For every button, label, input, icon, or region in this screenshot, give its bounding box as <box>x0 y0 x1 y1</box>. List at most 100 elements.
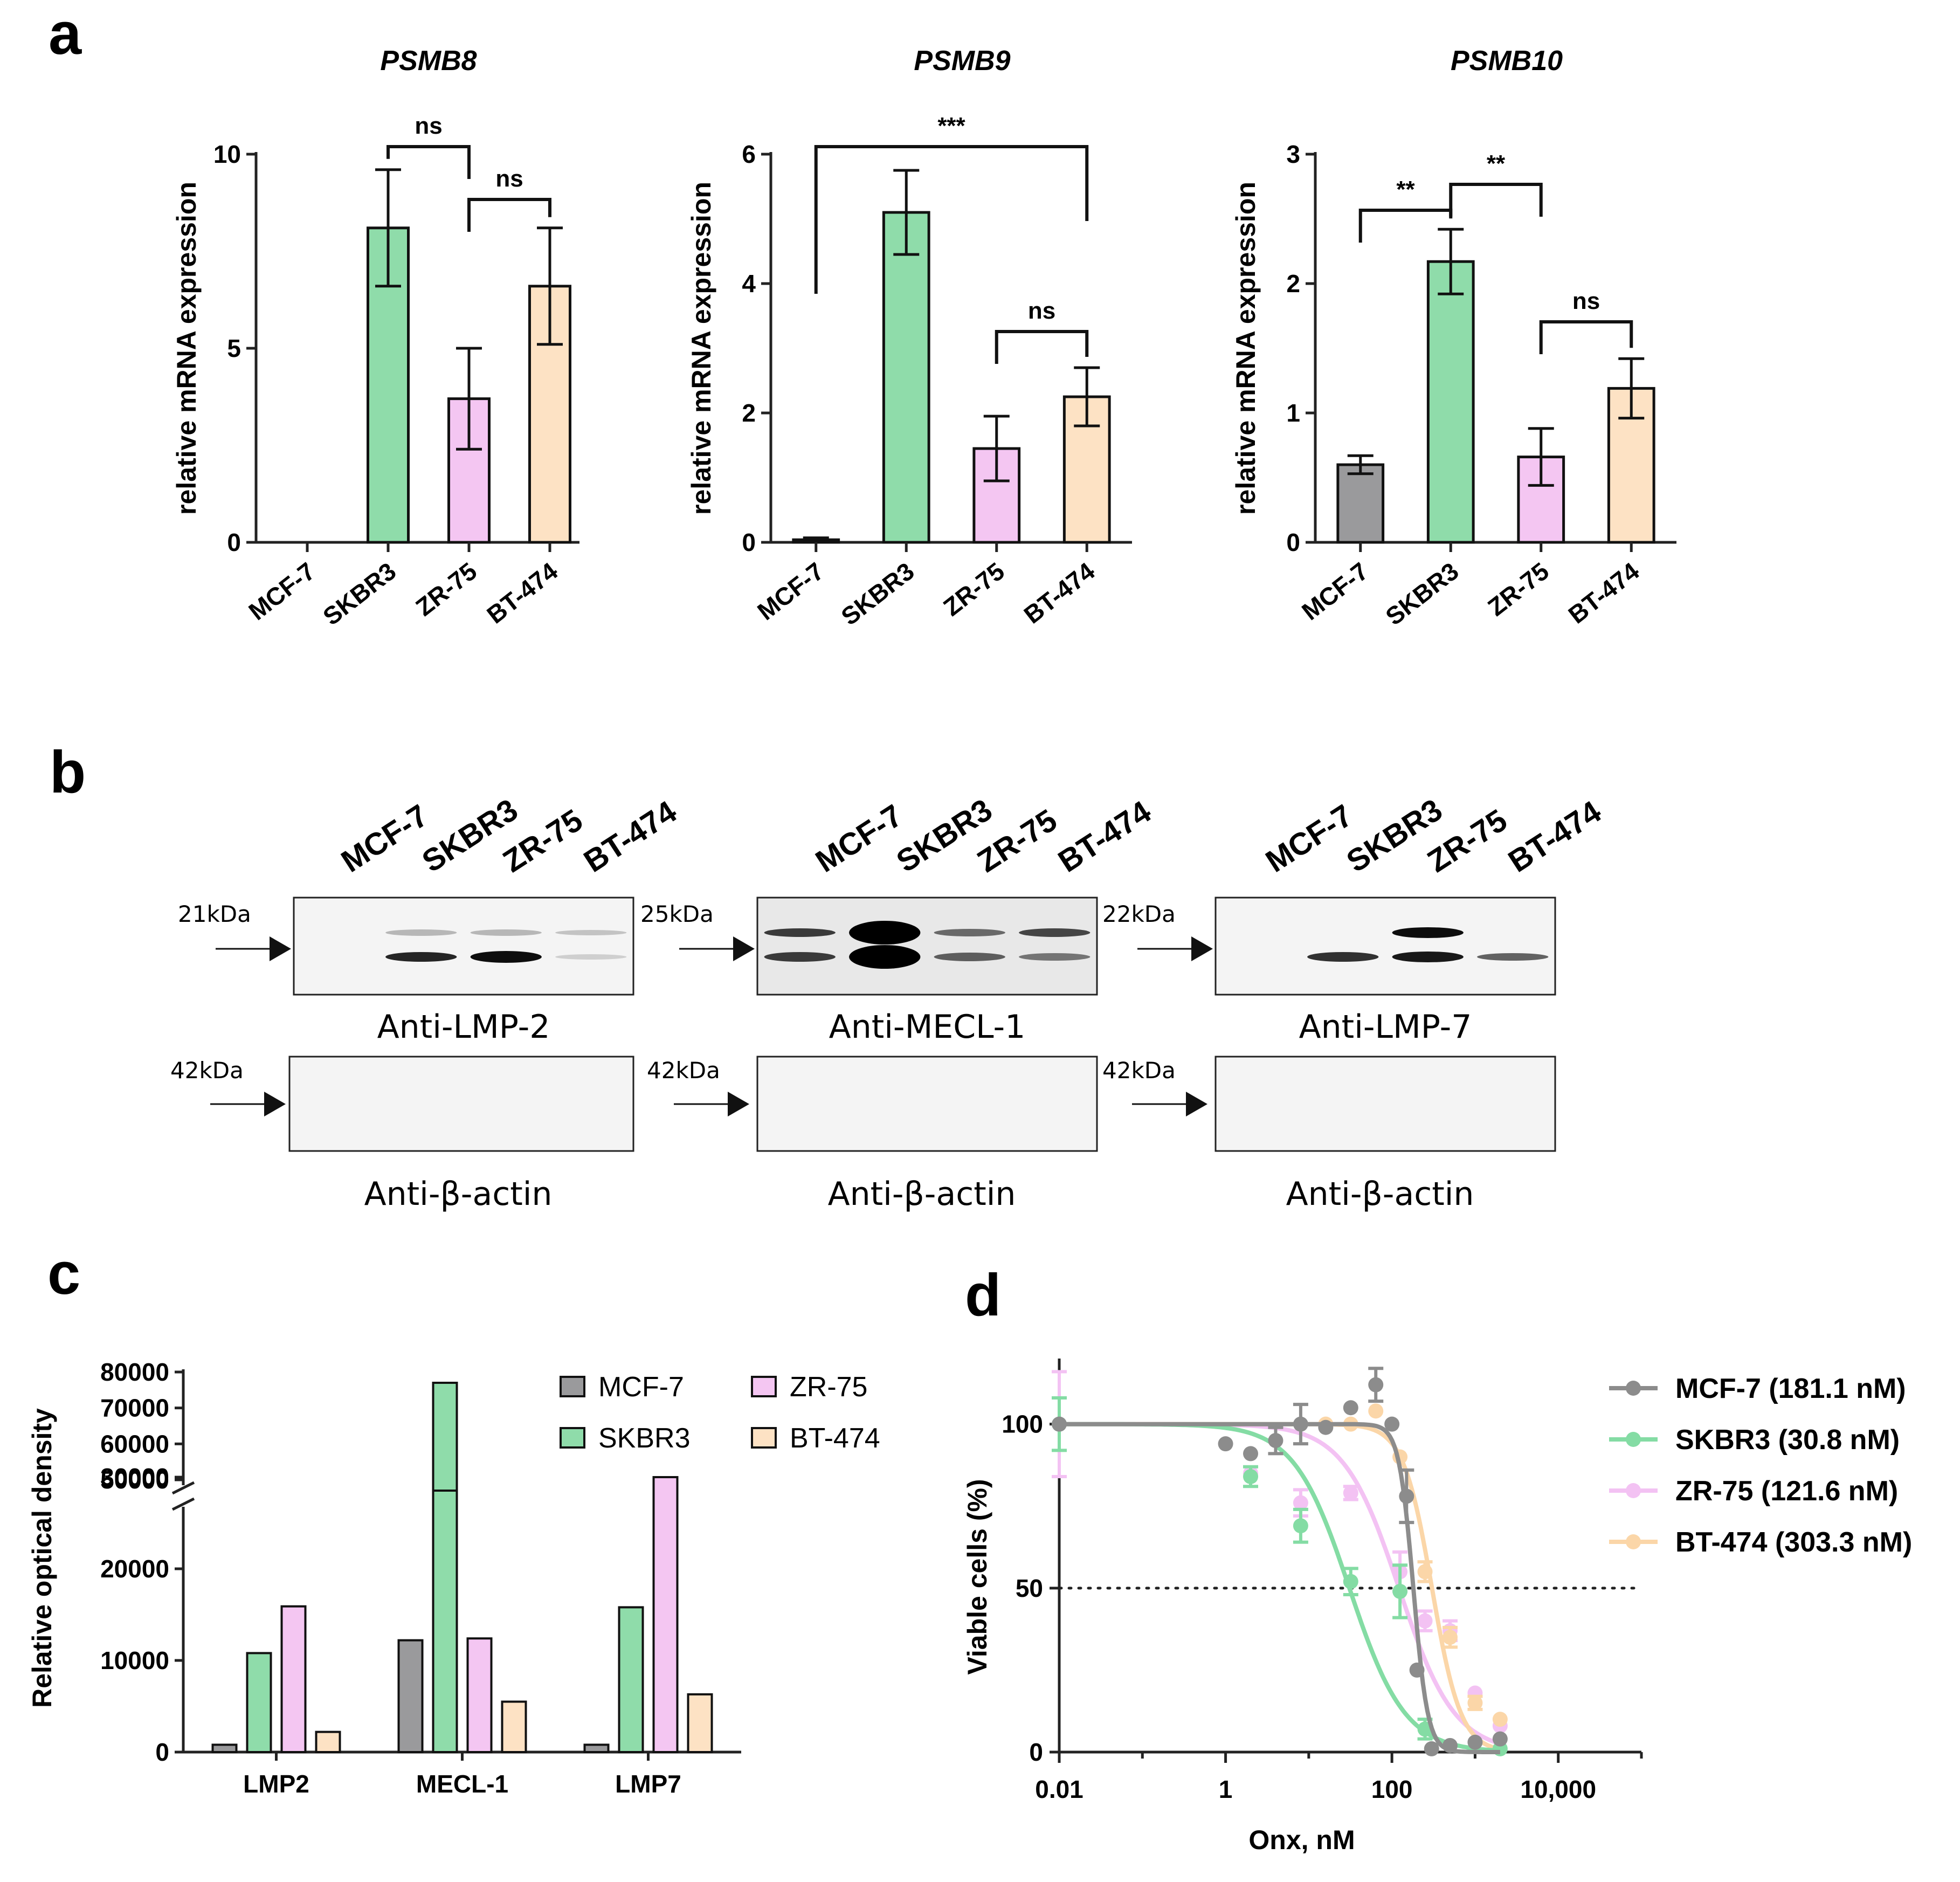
molecular-weight-label: 21kDa <box>178 901 251 927</box>
arrow-head <box>1191 936 1213 961</box>
data-point <box>1318 1419 1334 1435</box>
y-tick-label: 10 <box>213 140 241 168</box>
significance-bracket <box>387 145 471 179</box>
bar-bt-474 <box>687 1693 713 1753</box>
bar-skbr3-upper <box>432 1382 458 1492</box>
y-tick-label: 70000 <box>100 1394 169 1422</box>
y-tick-label: 0 <box>1286 528 1300 556</box>
data-point <box>1218 1436 1233 1452</box>
significance-bracket <box>995 330 1089 364</box>
panel-d-letter: d <box>965 1262 1001 1328</box>
x-tick-label: 1 <box>1219 1775 1233 1803</box>
y-tick-label: 80000 <box>100 1358 169 1386</box>
protein-band <box>764 952 836 962</box>
protein-band <box>934 953 1005 961</box>
series-mcf-7 <box>1052 1367 1508 1756</box>
y-tick-label: 50000 <box>100 1466 169 1494</box>
legend-marker <box>1626 1483 1641 1498</box>
data-point <box>1417 1613 1433 1629</box>
legend-swatch <box>751 1376 777 1397</box>
legend-label: MCF-7 (181.1 nM) <box>1675 1373 1906 1404</box>
significance-label: ns <box>1572 288 1600 314</box>
protein-band <box>385 929 457 936</box>
legend-marker <box>1626 1534 1641 1549</box>
blot-membrane-actin <box>288 1056 634 1152</box>
y-tick-label: 4 <box>742 270 756 298</box>
y-tick-label: 50 <box>1016 1574 1043 1602</box>
data-point <box>1293 1416 1308 1432</box>
bar-chart-psmb9: PSMB9 relative mRNA expression 0 2 4 6 MCF-7 SK… <box>686 45 1132 631</box>
legend-label: BT-474 <box>790 1423 880 1454</box>
bar-bt-474 <box>315 1731 341 1754</box>
data-point <box>1392 1583 1408 1599</box>
chart-title: PSMB10 <box>1451 45 1563 77</box>
data-point <box>1467 1734 1483 1750</box>
y-tick-label: 1 <box>1286 399 1300 427</box>
x-tick-label: MCF-7 <box>752 557 829 626</box>
significance-bracket <box>814 145 1089 294</box>
blot-membrane <box>756 897 1098 996</box>
arrow-head <box>264 1092 286 1116</box>
legend-label: MCF-7 <box>598 1371 684 1403</box>
data-point <box>1409 1662 1425 1678</box>
molecular-weight-label: 42kDa <box>1102 1057 1176 1084</box>
protein-band <box>1019 928 1091 937</box>
bar-skbr3 <box>1426 260 1475 544</box>
y-tick-label: 2 <box>1286 270 1300 298</box>
blot-membrane-actin <box>1214 1056 1556 1152</box>
legend-label: SKBR3 (30.8 nM) <box>1675 1424 1900 1456</box>
blot-antibody-label: Anti-β-actin <box>828 1175 1016 1213</box>
molecular-weight-label: 22kDa <box>1102 901 1176 927</box>
legend-label: ZR-75 (121.6 nM) <box>1675 1476 1898 1507</box>
protein-band <box>1477 953 1549 961</box>
data-point <box>1424 1741 1439 1756</box>
y-axis-label: relative mRNA expression <box>171 182 202 515</box>
data-point <box>1384 1416 1400 1432</box>
bar-mcf-7 <box>211 1743 238 1753</box>
x-tick-label: ZR-75 <box>1482 557 1554 622</box>
data-point <box>1442 1630 1458 1645</box>
lane-label: MCF-7 <box>335 798 434 879</box>
x-tick-label: SKBR3 <box>1381 557 1464 631</box>
fit-curve <box>1059 1422 1500 1754</box>
protein-band <box>764 928 836 937</box>
y-tick-label: 60000 <box>100 1430 169 1458</box>
bar-skbr3 <box>882 211 930 544</box>
x-tick-label: LMP2 <box>243 1770 309 1798</box>
data-point <box>1293 1518 1308 1534</box>
chart-title: PSMB8 <box>380 45 477 77</box>
axis-break-mark <box>171 1481 195 1495</box>
y-axis-label: Viable cells (%) <box>962 1479 992 1674</box>
x-tick-label: ZR-75 <box>410 557 482 622</box>
y-tick-label: 30000 <box>100 1463 169 1491</box>
significance-bracket <box>467 198 551 232</box>
bar-bt-474 <box>528 285 571 544</box>
y-tick-label: 0 <box>155 1738 169 1766</box>
western-blot-group-1: MCF-7SKBR3ZR-75BT-47421kDaAnti-LMP-242kD… <box>170 792 683 1213</box>
significance-bracket <box>1358 209 1453 243</box>
data-point <box>1343 1485 1358 1501</box>
x-tick-label: BT-474 <box>1019 557 1100 629</box>
legend-swatch <box>560 1376 585 1397</box>
panel-b-letter: b <box>50 739 86 805</box>
data-point <box>1492 1712 1508 1727</box>
significance-label: *** <box>937 113 965 139</box>
y-tick-label: 6 <box>742 140 756 168</box>
legend-label: BT-474 (303.3 nM) <box>1675 1527 1912 1558</box>
bar-chart-psmb8: PSMB8 relative mRNA expression 0 5 10 MCF-7SK… <box>171 45 579 631</box>
blot-antibody-label: Anti-MECL-1 <box>829 1008 1026 1046</box>
significance-label: ns <box>495 166 523 192</box>
lane-label: BT-474 <box>1052 794 1157 879</box>
arrow-head <box>270 936 291 961</box>
x-tick-label: SKBR3 <box>836 557 920 631</box>
arrow-head <box>1186 1092 1207 1116</box>
bar-mcf-7 <box>397 1639 424 1754</box>
protein-band <box>849 945 921 969</box>
x-tick-label: MECL-1 <box>416 1770 508 1798</box>
fit-curve <box>1059 1422 1501 1752</box>
significance-label: ns <box>1028 298 1055 324</box>
data-point <box>1442 1738 1458 1753</box>
y-tick-label: 0 <box>227 528 241 556</box>
panel-a-letter: a <box>49 1 82 67</box>
